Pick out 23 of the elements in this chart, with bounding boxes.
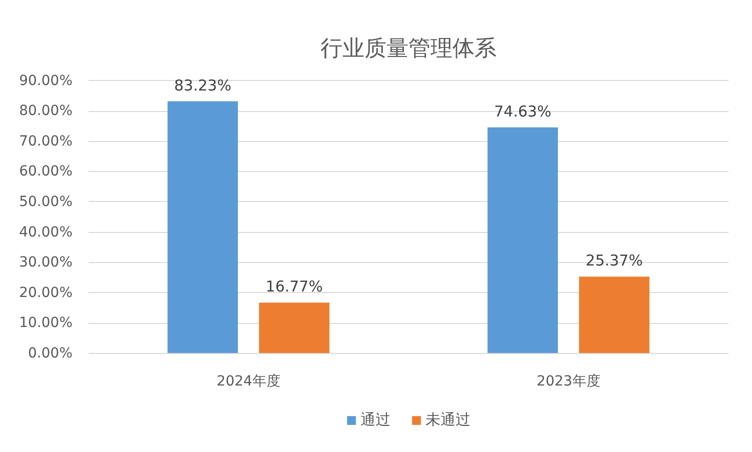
- data-label: 25.37%: [586, 252, 643, 270]
- data-label: 74.63%: [494, 102, 552, 120]
- chart-title: 行业质量管理体系: [320, 36, 496, 62]
- bar: [488, 127, 558, 354]
- y-tick-label: 60.00%: [19, 164, 73, 180]
- bar: [168, 101, 238, 354]
- bar: [259, 302, 330, 354]
- y-tick-label: 0.00%: [28, 346, 73, 362]
- y-tick-label: 40.00%: [19, 224, 73, 240]
- x-tick-label: 2024年度: [216, 374, 280, 390]
- y-tick-label: 70.00%: [19, 133, 73, 150]
- y-tick-label: 90.00%: [19, 72, 73, 89]
- y-tick-label: 10.00%: [19, 315, 73, 332]
- y-tick-label: 50.00%: [19, 194, 73, 210]
- legend-label: 未通过: [426, 410, 470, 430]
- y-tick-label: 80.00%: [19, 103, 73, 120]
- y-tick-label: 30.00%: [19, 254, 73, 271]
- data-label: 83.23%: [174, 76, 232, 94]
- legend-label: 通过: [360, 410, 390, 430]
- bar: [579, 276, 650, 354]
- data-label: 16.77%: [266, 278, 323, 296]
- y-tick-label: 20.00%: [19, 284, 73, 301]
- x-tick-label: 2023年度: [536, 374, 600, 390]
